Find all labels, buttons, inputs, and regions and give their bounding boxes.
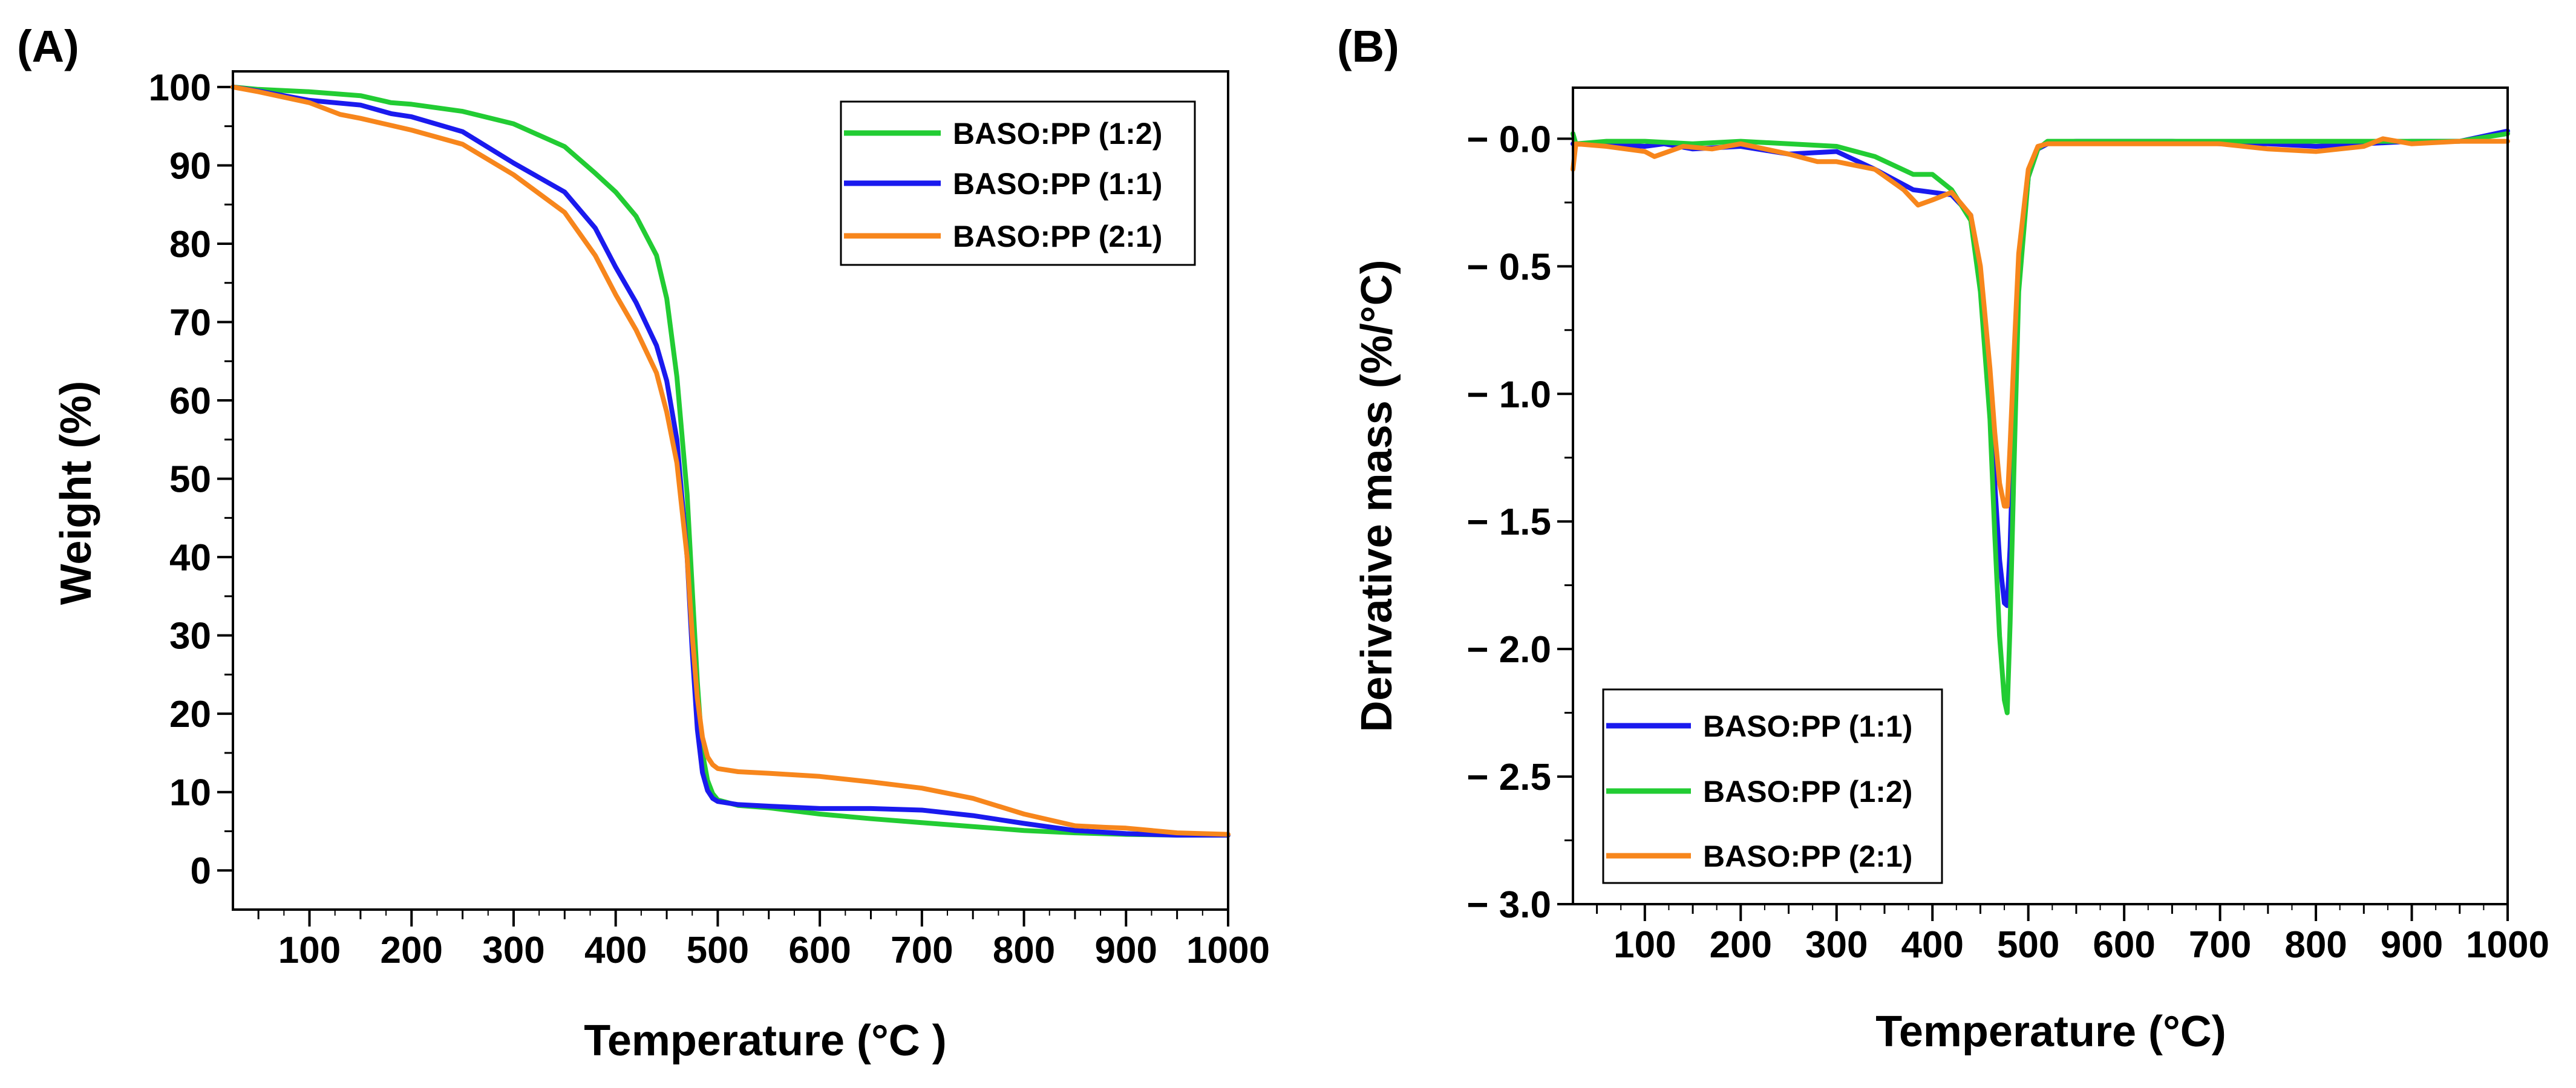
panel-a-legend-label-1: BASO:PP (1:2) bbox=[953, 117, 1162, 151]
panel-a-plot-frame bbox=[232, 70, 1229, 911]
panel-b-y-tick-label: − 1.5 bbox=[1466, 501, 1551, 543]
panel-b-x-axis-title: Temperature (°C) bbox=[1875, 1008, 2226, 1056]
panel-a-legend: BASO:PP (1:2) BASO:PP (1:1) BASO:PP (2:1… bbox=[840, 100, 1196, 266]
panel-a-series-line-1 bbox=[230, 84, 1231, 838]
panel-b-y-tick-label: − 2.5 bbox=[1466, 757, 1551, 798]
panel-b-legend: BASO:PP (1:1) BASO:PP (1:2) BASO:PP (2:1… bbox=[1602, 688, 1943, 884]
panel-b-chart: (B) 100 200 300 400 500 600 700 800 900 1000 − 0.0… bbox=[1337, 21, 2549, 1056]
panel-b-series-line-2 bbox=[1571, 131, 2510, 715]
panel-b-x-tick-label: 500 bbox=[1997, 924, 2059, 966]
panel-a-y-tick-label: 100 bbox=[149, 67, 211, 109]
panel-b-legend-label-2: BASO:PP (1:2) bbox=[1703, 775, 1912, 809]
panel-b-ticks: 100 200 300 400 500 600 700 800 900 1000 − 0.0 − 0.… bbox=[1466, 119, 2549, 966]
panel-a-legend-label-2: BASO:PP (1:1) bbox=[953, 167, 1162, 201]
panel-a-y-axis-title: Weight (%) bbox=[52, 381, 100, 605]
panel-a-y-tick-label: 30 bbox=[169, 616, 211, 657]
panel-b-y-tick-label: − 3.0 bbox=[1466, 884, 1551, 926]
panel-a-legend-label-3: BASO:PP (2:1) bbox=[953, 220, 1162, 253]
panel-a-y-tick-label: 60 bbox=[169, 380, 211, 422]
panel-a-y-tick-label: 50 bbox=[169, 459, 211, 501]
panel-b-y-tick-label: − 0.0 bbox=[1466, 119, 1551, 160]
panel-a-y-tick-label: 40 bbox=[169, 537, 211, 579]
panel-a-x-tick-label: 700 bbox=[891, 930, 953, 971]
panel-b-x-tick-label: 700 bbox=[2189, 924, 2251, 966]
panel-b-x-tick-label: 200 bbox=[1710, 924, 1772, 966]
panel-a-x-axis-title: Temperature (°C ) bbox=[584, 1017, 947, 1065]
panel-a-chart: (A) 100 200 300 400 500 600 700 800 900 1000 0 10 20… bbox=[17, 21, 1270, 1065]
panel-a-x-tick-label: 300 bbox=[482, 930, 544, 971]
panel-a-y-tick-label: 0 bbox=[191, 850, 211, 892]
panel-label-b: (B) bbox=[1337, 21, 1399, 71]
panel-a-ticks: 100 200 300 400 500 600 700 800 900 1000 0 10 20 30 40… bbox=[149, 67, 1270, 971]
panel-b-plot-frame bbox=[1572, 86, 2509, 905]
panel-b-series bbox=[1571, 128, 2510, 715]
panel-b-x-tick-label: 600 bbox=[2093, 924, 2155, 966]
panel-a-x-tick-label: 800 bbox=[993, 930, 1055, 971]
panel-b-x-tick-label: 400 bbox=[1901, 924, 1964, 966]
panel-a-series bbox=[230, 84, 1231, 838]
panel-a-y-tick-label: 80 bbox=[169, 224, 211, 265]
panel-a-y-tick-label: 90 bbox=[169, 145, 211, 187]
panel-a-x-tick-label: 100 bbox=[278, 930, 341, 971]
panel-a-y-tick-label: 20 bbox=[169, 694, 211, 735]
panel-a-x-tick-label: 500 bbox=[687, 930, 749, 971]
panel-b-legend-label-3: BASO:PP (2:1) bbox=[1703, 839, 1912, 873]
panel-b-y-tick-label: − 1.0 bbox=[1466, 374, 1551, 415]
panel-b-x-tick-label: 100 bbox=[1613, 924, 1676, 966]
panel-a-y-tick-label: 70 bbox=[169, 302, 211, 344]
panel-b-legend-label-1: BASO:PP (1:1) bbox=[1703, 709, 1912, 743]
panel-b-y-tick-label: − 2.0 bbox=[1466, 629, 1551, 671]
panel-b-y-tick-label: − 0.5 bbox=[1466, 246, 1551, 288]
panel-label-a: (A) bbox=[17, 21, 79, 71]
panel-b-x-tick-label: 900 bbox=[2381, 924, 2443, 966]
panel-b-x-tick-label: 300 bbox=[1805, 924, 1868, 966]
panel-b-series-line-3 bbox=[1571, 136, 2510, 509]
panel-b-y-axis-title: Derivative mass (%/°C) bbox=[1353, 259, 1401, 732]
panel-b-x-tick-label: 800 bbox=[2284, 924, 2347, 966]
panel-a-x-tick-label: 600 bbox=[788, 930, 851, 971]
panel-a-x-tick-label: 900 bbox=[1095, 930, 1157, 971]
panel-a-x-tick-label: 400 bbox=[584, 930, 647, 971]
panel-a-series-line-3 bbox=[230, 84, 1231, 837]
panel-a-x-tick-label: 1000 bbox=[1186, 930, 1270, 971]
panel-a-x-tick-label: 200 bbox=[381, 930, 443, 971]
panel-b-series-line-1 bbox=[1571, 128, 2510, 608]
panel-b-x-tick-label: 1000 bbox=[2466, 924, 2549, 966]
panel-b-legend-box bbox=[1602, 688, 1943, 884]
panel-a-y-tick-label: 10 bbox=[169, 772, 211, 814]
